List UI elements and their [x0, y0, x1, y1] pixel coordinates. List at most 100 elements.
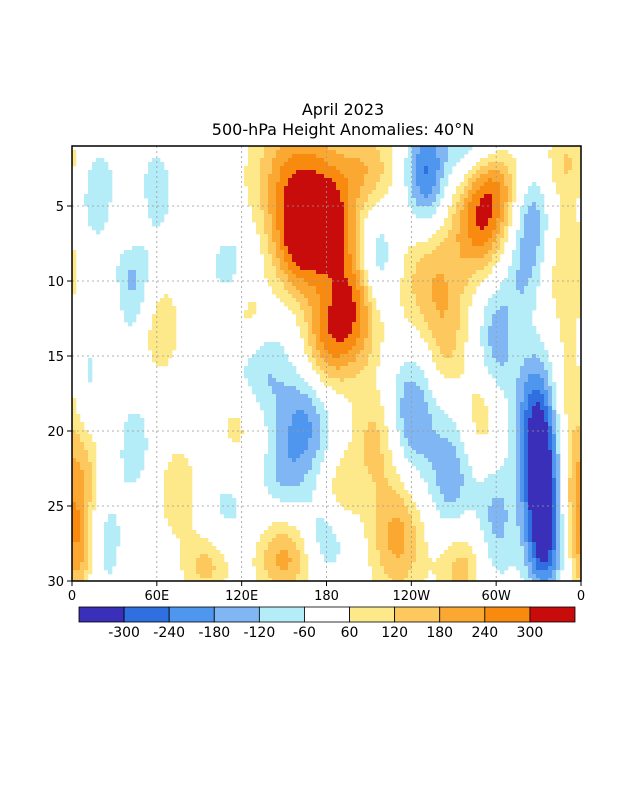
anomaly-cell — [476, 202, 481, 207]
anomaly-cell — [284, 202, 289, 207]
anomaly-cell — [412, 390, 417, 395]
anomaly-cell — [272, 434, 277, 439]
anomaly-cell — [432, 250, 437, 255]
anomaly-cell — [568, 218, 573, 223]
anomaly-cell — [396, 374, 401, 379]
anomaly-cell — [284, 414, 289, 419]
anomaly-cell — [380, 186, 385, 191]
anomaly-cell — [576, 294, 581, 299]
anomaly-cell — [456, 302, 461, 307]
anomaly-cell — [344, 206, 349, 211]
anomaly-cell — [404, 370, 409, 375]
anomaly-cell — [468, 254, 473, 259]
anomaly-cell — [564, 254, 569, 259]
anomaly-cell — [296, 222, 301, 227]
anomaly-cell — [296, 274, 301, 279]
anomaly-cell — [328, 298, 333, 303]
anomaly-cell — [124, 270, 129, 275]
anomaly-cell — [464, 298, 469, 303]
anomaly-cell — [296, 278, 301, 283]
anomaly-cell — [460, 186, 465, 191]
anomaly-cell — [532, 382, 537, 387]
anomaly-cell — [512, 278, 517, 283]
anomaly-cell — [296, 266, 301, 271]
anomaly-cell — [496, 374, 501, 379]
anomaly-cell — [248, 182, 253, 187]
anomaly-cell — [424, 258, 429, 263]
anomaly-cell — [520, 218, 525, 223]
anomaly-cell — [444, 442, 449, 447]
anomaly-cell — [304, 194, 309, 199]
anomaly-cell — [256, 174, 261, 179]
anomaly-cell — [368, 170, 373, 175]
anomaly-cell — [324, 266, 329, 271]
anomaly-cell — [388, 178, 393, 183]
anomaly-cell — [432, 338, 437, 343]
anomaly-cell — [528, 378, 533, 383]
anomaly-cell — [264, 230, 269, 235]
anomaly-cell — [296, 202, 301, 207]
anomaly-cell — [516, 402, 521, 407]
anomaly-cell — [356, 166, 361, 171]
anomaly-cell — [444, 146, 449, 151]
anomaly-cell — [424, 422, 429, 427]
anomaly-cell — [304, 214, 309, 219]
anomaly-cell — [84, 202, 89, 207]
anomaly-cell — [384, 182, 389, 187]
anomaly-cell — [568, 386, 573, 391]
anomaly-cell — [88, 202, 93, 207]
anomaly-cell — [132, 418, 137, 423]
anomaly-cell — [304, 442, 309, 447]
anomaly-cell — [300, 334, 305, 339]
anomaly-cell — [440, 334, 445, 339]
anomaly-cell — [576, 366, 581, 371]
anomaly-cell — [480, 230, 485, 235]
anomaly-cell — [560, 178, 565, 183]
anomaly-cell — [572, 402, 577, 407]
anomaly-cell — [456, 314, 461, 319]
anomaly-cell — [504, 162, 509, 167]
anomaly-cell — [424, 410, 429, 415]
anomaly-cell — [512, 338, 517, 343]
anomaly-cell — [364, 394, 369, 399]
anomaly-cell — [532, 290, 537, 295]
anomaly-cell — [464, 302, 469, 307]
anomaly-cell — [440, 410, 445, 415]
anomaly-cell — [268, 402, 273, 407]
anomaly-cell — [564, 250, 569, 255]
anomaly-cell — [532, 294, 537, 299]
anomaly-cell — [432, 286, 437, 291]
anomaly-cell — [272, 370, 277, 375]
anomaly-cell — [440, 342, 445, 347]
anomaly-cell — [340, 342, 345, 347]
anomaly-cell — [228, 278, 233, 283]
anomaly-cell — [404, 254, 409, 259]
anomaly-cell — [472, 278, 477, 283]
anomaly-cell — [324, 338, 329, 343]
anomaly-cell — [336, 238, 341, 243]
anomaly-cell — [300, 178, 305, 183]
anomaly-cell — [252, 206, 257, 211]
anomaly-cell — [344, 374, 349, 379]
anomaly-cell — [448, 266, 453, 271]
anomaly-cell — [428, 146, 433, 151]
anomaly-cell — [564, 170, 569, 175]
anomaly-cell — [356, 226, 361, 231]
anomaly-cell — [412, 282, 417, 287]
anomaly-cell — [272, 266, 277, 271]
anomaly-cell — [548, 374, 553, 379]
anomaly-cell — [300, 162, 305, 167]
anomaly-cell — [540, 434, 545, 439]
anomaly-cell — [280, 218, 285, 223]
anomaly-cell — [540, 362, 545, 367]
anomaly-cell — [316, 422, 321, 427]
anomaly-cell — [464, 262, 469, 267]
anomaly-cell — [516, 314, 521, 319]
anomaly-cell — [484, 422, 489, 427]
anomaly-cell — [464, 198, 469, 203]
anomaly-cell — [360, 418, 365, 423]
anomaly-cell — [352, 230, 357, 235]
anomaly-cell — [352, 158, 357, 163]
anomaly-cell — [460, 358, 465, 363]
anomaly-cell — [448, 254, 453, 259]
